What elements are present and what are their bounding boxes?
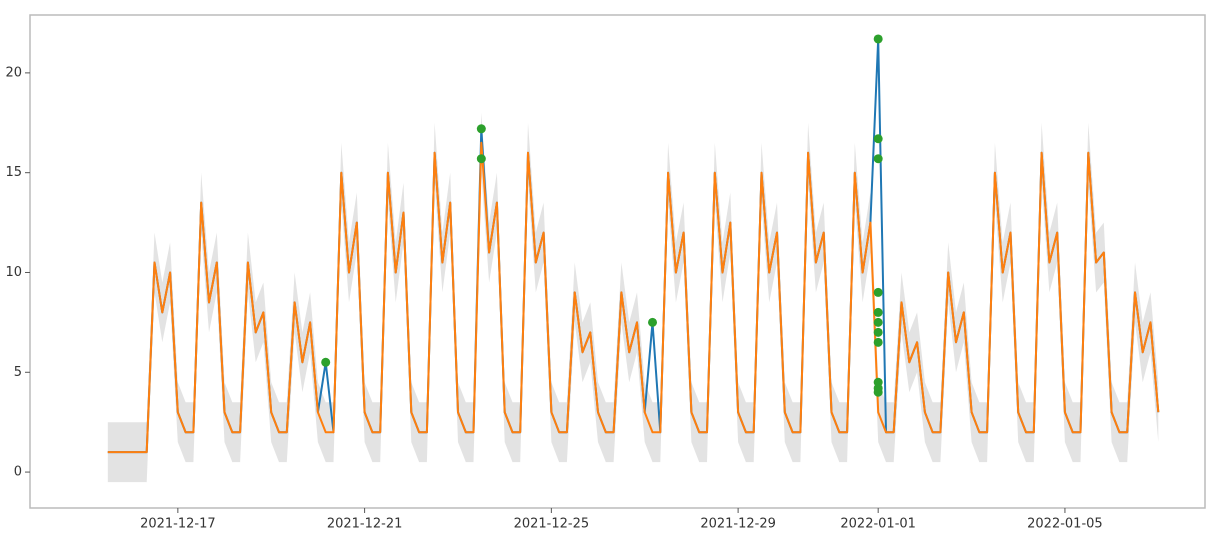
anomaly-point	[648, 317, 658, 327]
anomaly-point	[321, 357, 331, 367]
anomaly-point	[873, 317, 883, 327]
anomaly-point	[873, 134, 883, 144]
anomaly-point	[873, 34, 883, 44]
anomaly-point	[873, 337, 883, 347]
x-tick-label: 2022-01-05	[1027, 517, 1103, 532]
y-tick-label: 0	[14, 465, 22, 480]
anomaly-point	[476, 124, 486, 134]
anomaly-point	[873, 327, 883, 337]
x-tick-label: 2022-01-01	[840, 517, 916, 532]
anomaly-point	[873, 387, 883, 397]
anomaly-point	[873, 307, 883, 317]
x-tick-label: 2021-12-17	[140, 517, 216, 532]
y-tick-label: 20	[5, 65, 22, 80]
y-tick-label: 5	[14, 365, 22, 380]
x-tick-label: 2021-12-25	[514, 517, 590, 532]
anomaly-point	[873, 154, 883, 164]
anomaly-point	[873, 287, 883, 297]
y-tick-label: 10	[5, 265, 22, 280]
x-tick-label: 2021-12-21	[327, 517, 403, 532]
series-line	[107, 141, 1160, 454]
y-tick-label: 15	[5, 165, 22, 180]
plot-layer: 0 5 10 15 20 2021-12-17 2021-12-21 2021-12-25 20…	[5, 34, 1160, 532]
anomaly-point	[476, 154, 486, 164]
x-tick-label: 2021-12-29	[700, 517, 776, 532]
